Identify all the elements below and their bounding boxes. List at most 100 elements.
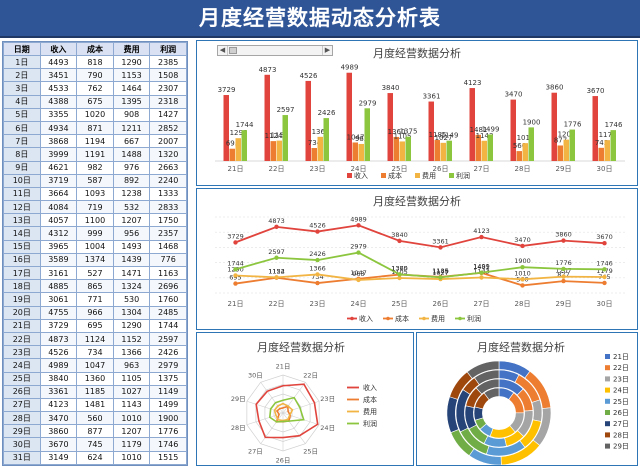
scroll-left-arrow-icon[interactable]: ◀ [218, 46, 228, 55]
value-cell: 4123 [39, 397, 78, 413]
bar [364, 108, 370, 161]
data-label: 3860 [555, 231, 572, 239]
data-label: 1900 [514, 257, 531, 265]
x-tick-label: 22日 [269, 300, 285, 308]
value-cell: 976 [112, 160, 151, 175]
data-label: 1746 [605, 121, 623, 129]
column-header: 费用 [112, 42, 151, 56]
legend-marker [350, 316, 354, 321]
radar-axis-label: 30日 [248, 371, 263, 379]
value-cell: 1207 [112, 424, 151, 439]
line-point [315, 257, 320, 263]
value-cell: 1746 [149, 437, 187, 452]
value-cell: 1207 [112, 213, 151, 228]
bar [358, 143, 364, 161]
data-label: 745 [595, 139, 608, 147]
data-label: 560 [513, 142, 526, 150]
table-row: 12日 4084 719 532 2833 [3, 200, 187, 215]
value-cell: 1004 [76, 239, 114, 254]
data-label: 4989 [341, 64, 359, 72]
bar [276, 140, 282, 161]
legend-label: 28日 [613, 431, 629, 439]
value-cell: 1185 [76, 384, 114, 399]
value-cell: 871 [76, 120, 114, 136]
data-label: 1744 [227, 259, 244, 267]
bar [569, 129, 575, 161]
value-cell: 3361 [39, 384, 78, 399]
value-cell: 3061 [39, 292, 78, 307]
value-cell: 4084 [39, 200, 78, 215]
data-label: 734 [311, 273, 323, 281]
x-tick-label: 24日 [351, 165, 367, 173]
x-tick-label: 30日 [597, 300, 613, 308]
bar [487, 134, 493, 161]
value-cell: 1324 [112, 279, 151, 294]
value-cell: 695 [76, 318, 114, 333]
value-cell: 2318 [149, 94, 187, 109]
data-label: 1027 [435, 134, 453, 142]
bar-chart-title: 月度经营数据分析 [373, 47, 461, 60]
x-tick-label: 21日 [228, 300, 244, 308]
legend-marker [458, 316, 462, 321]
scroll-thumb[interactable] [229, 47, 237, 54]
bar [440, 142, 446, 161]
line-point [561, 238, 566, 243]
value-cell: 1010 [112, 450, 151, 465]
legend-swatch [605, 443, 610, 449]
value-cell: 1191 [76, 147, 114, 162]
radar-series [255, 383, 319, 439]
value-cell: 1333 [149, 186, 187, 202]
data-label: 1746 [596, 259, 613, 267]
value-cell: 2597 [149, 331, 187, 347]
x-tick-label: 26日 [433, 300, 449, 308]
day-cell: 12日 [3, 200, 41, 215]
value-cell: 4873 [39, 331, 78, 347]
day-scrollbar[interactable]: ◀ ▶ [217, 45, 333, 56]
data-label: 1185 [432, 267, 449, 275]
data-label: 3470 [514, 236, 531, 244]
day-cell: 15日 [3, 239, 41, 254]
data-label: 1185 [429, 131, 447, 139]
data-label: 1047 [347, 133, 365, 141]
value-cell: 530 [112, 292, 151, 307]
radar-chart-panel: 月度经营数据分析 21日 22日 23日 24日 25日 26日 27日 28日 29日 30日收… [196, 332, 414, 466]
value-cell: 3161 [39, 265, 78, 281]
line-point [274, 224, 279, 230]
value-cell: 1020 [76, 107, 114, 122]
data-label: 1900 [523, 118, 541, 126]
bar [393, 136, 399, 161]
legend-marker [422, 316, 426, 321]
day-cell: 30日 [3, 437, 41, 452]
radar-spoke [260, 412, 284, 444]
value-cell: 999 [76, 226, 114, 241]
data-label: 1179 [599, 131, 617, 139]
bar [352, 142, 358, 161]
table-row: 17日 3161 527 1471 1163 [3, 265, 187, 281]
scroll-right-arrow-icon[interactable]: ▶ [322, 46, 332, 55]
bar [516, 151, 522, 161]
value-cell: 734 [76, 345, 114, 360]
value-cell: 956 [112, 226, 151, 241]
legend-label: 25日 [613, 398, 629, 406]
legend-label: 费用 [422, 171, 436, 180]
value-cell: 2385 [149, 54, 187, 70]
legend-label: 成本 [395, 314, 409, 323]
bar [610, 130, 616, 161]
value-cell: 1047 [76, 358, 114, 373]
bar [434, 140, 440, 161]
day-cell: 6日 [3, 120, 41, 136]
value-cell: 2485 [149, 305, 187, 320]
value-cell: 2426 [149, 345, 187, 360]
table-row: 15日 3965 1004 1493 1468 [3, 239, 187, 254]
doughnut-slice [475, 378, 500, 395]
value-cell: 1744 [149, 318, 187, 333]
value-cell: 2833 [149, 200, 187, 215]
value-cell: 1010 [112, 411, 151, 426]
day-cell: 1日 [3, 54, 41, 70]
day-cell: 13日 [3, 213, 41, 228]
day-cell: 14日 [3, 226, 41, 241]
day-cell: 10日 [3, 173, 41, 188]
value-cell: 745 [76, 437, 114, 452]
value-cell: 1900 [149, 411, 187, 426]
table-row: 24日 4989 1047 963 2979 [3, 358, 187, 373]
